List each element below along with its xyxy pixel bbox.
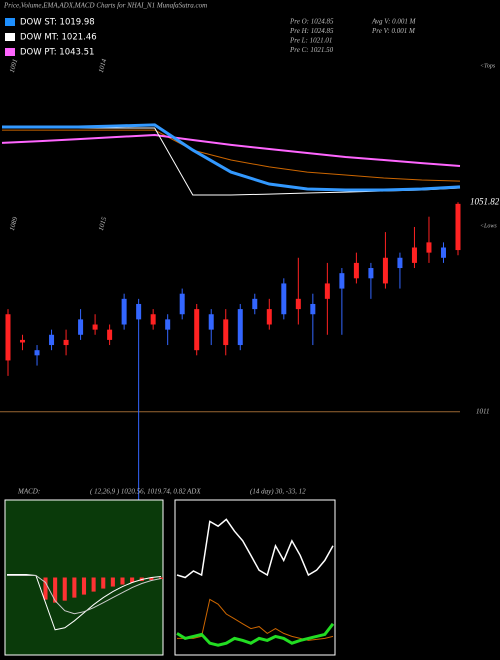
date-label: 1015 [97,216,108,232]
candle-body [107,329,113,340]
series-line [2,123,461,192]
panel-subtitle: ( 12,26,9 ) 1020.56, 1019.74, 0.82 [90,488,186,496]
candle-body [20,339,26,343]
candle-body [223,319,229,346]
candle-body [136,303,142,320]
date-label: 1091 [8,58,19,74]
series-line [2,129,461,182]
histogram-bar [130,577,135,583]
candle-body [165,319,171,330]
info-text: Pre H: 1024.85 [289,27,334,35]
histogram-bar [43,577,48,600]
candle-body [266,309,272,325]
legend-label: DOW PT: 1043.51 [20,48,94,58]
candle-body [5,314,11,361]
candle-body [252,298,258,310]
last-price-label: 1051.82 [470,196,500,206]
candle-body [34,350,40,356]
info-text: Pre L: 1021.01 [289,37,332,45]
info-text: Pre O: 1024.85 [289,18,334,26]
panel-title: ADX [186,488,201,496]
candle-body [440,247,446,258]
histogram-bar [101,577,106,589]
candle-body [121,298,127,325]
side-label: <Lows [480,223,497,229]
candle-body [411,247,417,263]
histogram-bar [53,577,58,603]
candle-body [78,319,84,335]
panel-background [174,499,336,656]
candle-body [382,257,388,284]
candle-body [295,298,301,310]
candle-body [92,324,98,330]
date-label: 1014 [97,58,108,74]
candle-body [194,309,200,351]
reference-label: 1011 [476,407,489,415]
panel-subtitle: (14 day) 30, -33, 12 [250,488,306,496]
candle-body [49,334,55,346]
info-text: Avg V: 0.001 M [371,18,417,26]
candle-body [310,303,316,315]
histogram-bar [72,577,77,598]
histogram-bar [120,577,125,585]
candle-body [397,257,403,269]
candle-body [353,262,359,279]
candle-body [455,203,461,251]
candle-body [324,283,330,299]
legend-label: DOW ST: 1019.98 [20,18,95,28]
candle-body [63,339,69,346]
candle-body [281,283,287,315]
legend-swatch [5,48,15,56]
info-text: Pre C: 1021.50 [289,46,334,54]
info-text: Pre V: 0.001 M [371,27,416,35]
candle-body [150,314,156,325]
histogram-bar [81,577,87,595]
candle-body [237,309,243,346]
histogram-bar [62,577,67,601]
histogram-bar [110,577,115,587]
date-label: 1089 [8,216,19,232]
series-line [176,518,334,579]
legend-label: DOW MT: 1021.46 [20,33,97,43]
histogram-bar [158,577,164,580]
series-line [1,133,461,167]
candle-body [208,314,214,330]
legend-swatch [5,33,15,41]
side-label: <Tops [480,63,496,69]
series-line [7,575,162,615]
candle-body [426,242,432,253]
histogram-bar [91,577,96,592]
panel-title: MACD: [17,488,40,496]
candle-body [368,268,374,279]
candle-body [339,273,345,289]
series-line [176,622,335,647]
candle-body [179,293,185,315]
legend-swatch [5,18,15,26]
page-title: Price,Volume,EMA,ADX,MACD Charts for NHA… [3,2,207,10]
histogram-bar [149,577,154,581]
